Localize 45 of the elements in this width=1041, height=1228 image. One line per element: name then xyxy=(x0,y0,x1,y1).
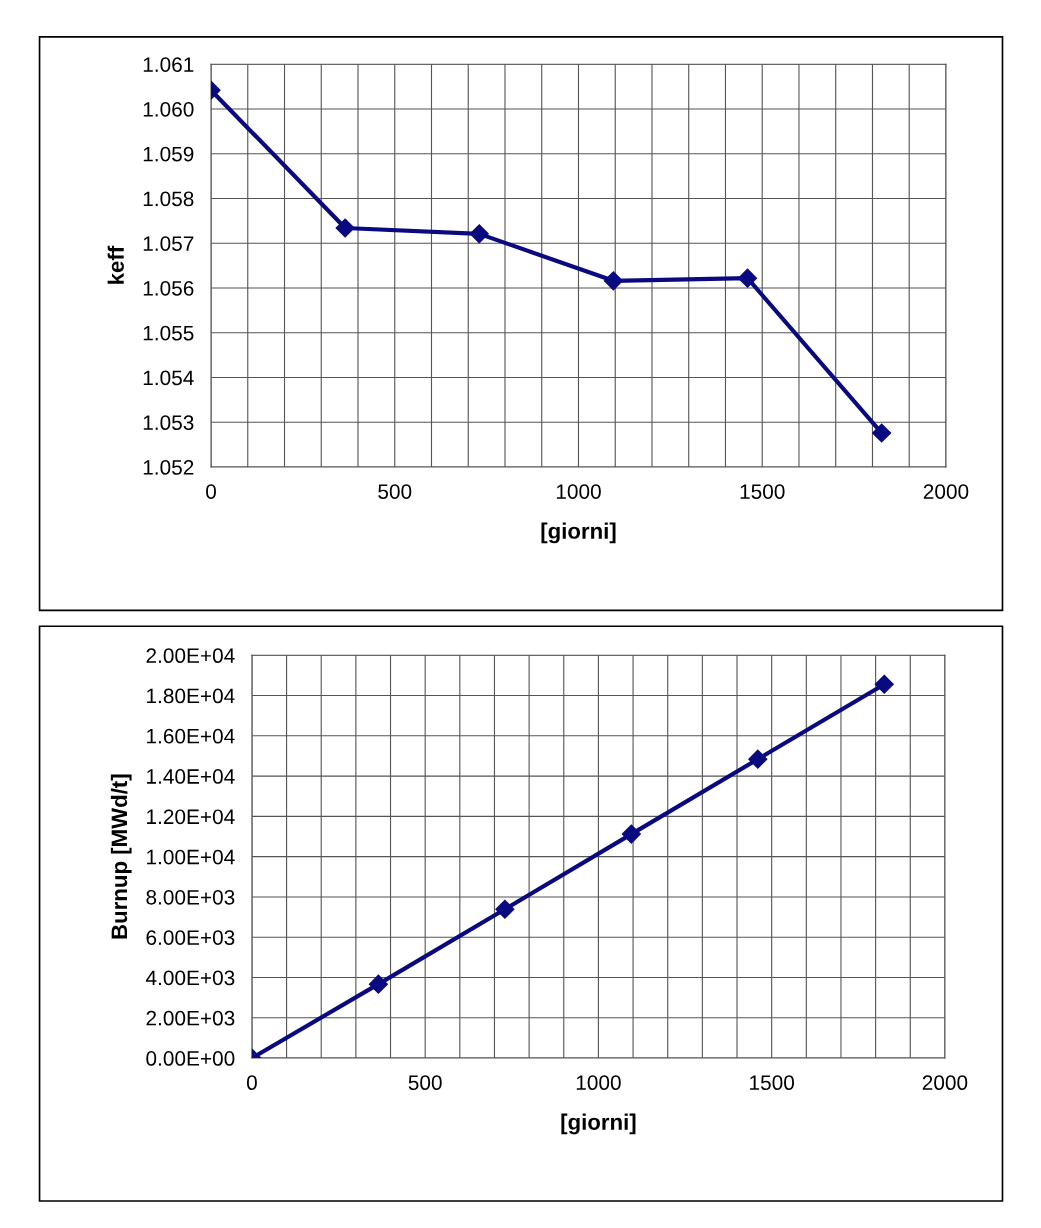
x-tick-label: 1500 xyxy=(750,1075,795,1091)
y-tick-label: 4.00E+03 xyxy=(145,970,235,986)
y-axis-title: Burnup [MWd/t] xyxy=(110,774,132,939)
y-tick-label: 1.056 xyxy=(143,280,194,296)
x-tick-label: 500 xyxy=(378,484,412,499)
y-tick-label: 2.00E+04 xyxy=(146,648,235,664)
y-tick-label: 1.061 xyxy=(143,57,194,72)
y-tick-label: 1.60E+04 xyxy=(147,728,235,744)
y-tick-label: 6.00E+03 xyxy=(146,930,235,945)
y-tick-label: 1.057 xyxy=(143,236,194,251)
y-tick-label: 1.058 xyxy=(143,191,194,207)
y-tick-label: 1.20E+04 xyxy=(147,809,235,825)
y-tick-label: 1.40E+04 xyxy=(147,769,235,784)
x-tick-label: 2000 xyxy=(923,484,969,499)
point xyxy=(335,218,355,238)
point xyxy=(872,423,892,443)
y-tick-label: 0.00E+00 xyxy=(146,1051,235,1066)
point xyxy=(603,271,623,291)
y-tick-label: 1.060 xyxy=(143,101,194,117)
x-tick-label: 1000 xyxy=(576,1075,621,1091)
x-tick-label: 1000 xyxy=(556,484,601,499)
y-tick-label: 1.054 xyxy=(143,370,194,386)
point xyxy=(748,749,768,769)
y-tick-label: 1.052 xyxy=(143,460,194,475)
x-axis-title: [giorni] xyxy=(541,522,616,544)
y-axis-title: keff xyxy=(107,245,124,284)
y-tick-label: 2.00E+03 xyxy=(146,1010,235,1026)
x-tick-label: 1500 xyxy=(740,484,785,499)
point xyxy=(469,224,489,244)
y-tick-label: 1.00E+04 xyxy=(147,849,235,865)
x-tick-label: 500 xyxy=(408,1075,442,1091)
point xyxy=(621,824,641,844)
y-tick-label: 1.80E+04 xyxy=(147,688,235,704)
point xyxy=(874,674,894,694)
point xyxy=(495,899,515,919)
x-axis-title: [giorni] xyxy=(561,1113,636,1135)
x-tick-label: 0 xyxy=(246,1075,257,1091)
y-tick-label: 8.00E+03 xyxy=(146,889,235,905)
y-tick-label: 1.053 xyxy=(143,415,194,431)
x-tick-label: 0 xyxy=(206,484,216,499)
point xyxy=(368,974,388,994)
y-tick-label: 1.055 xyxy=(143,325,194,341)
point xyxy=(737,268,758,288)
x-tick-label: 2000 xyxy=(922,1075,968,1091)
y-tick-label: 1.059 xyxy=(143,146,194,162)
